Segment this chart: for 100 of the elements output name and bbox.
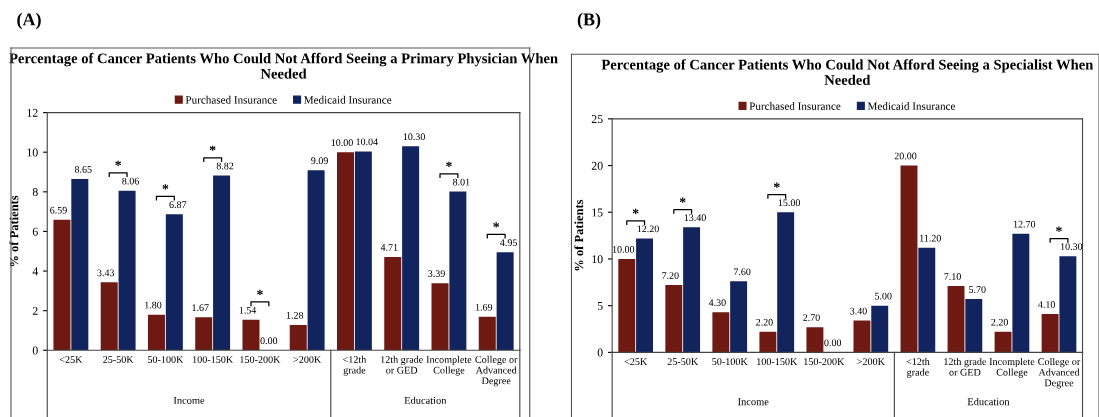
bar bbox=[53, 219, 71, 351]
data-label: 8.82 bbox=[216, 162, 234, 170]
data-label: 4.95 bbox=[500, 239, 517, 247]
x-tick-label: 50-100K bbox=[147, 356, 184, 363]
legend-label: Purchased Insurance bbox=[185, 95, 277, 104]
bar bbox=[147, 314, 165, 351]
y-tick-label: 10 bbox=[592, 255, 603, 264]
legend-label: Medicaid Insurance bbox=[867, 102, 956, 110]
data-label: 1.54 bbox=[239, 306, 257, 314]
annotation: * bbox=[1056, 226, 1062, 232]
y-tick-label: 0 bbox=[597, 348, 603, 357]
x-tick-label: College or Advanced Degree bbox=[1038, 357, 1081, 389]
data-label: 15.00 bbox=[778, 199, 800, 207]
bar bbox=[118, 190, 136, 351]
data-label: 1.28 bbox=[286, 311, 304, 319]
y-tick-label: 20 bbox=[591, 161, 603, 170]
bar bbox=[806, 327, 824, 353]
text: Education bbox=[967, 397, 1010, 406]
bar bbox=[918, 247, 936, 353]
bar bbox=[1012, 233, 1030, 353]
data-label: 8.01 bbox=[452, 178, 470, 186]
x-tick-label: 12th grade or GED bbox=[381, 355, 423, 374]
y-tick-label: 12 bbox=[27, 108, 38, 117]
bar bbox=[618, 258, 636, 353]
bar bbox=[289, 324, 307, 351]
x-tick-label: 50-100K bbox=[712, 358, 748, 366]
y-tick-label: 6 bbox=[32, 227, 38, 236]
x-tick-label: 150-200K bbox=[240, 356, 281, 363]
text: (A) bbox=[17, 12, 41, 30]
legend-label: Purchased Insurance bbox=[749, 102, 841, 110]
x-tick-label: 150-200K bbox=[804, 358, 845, 366]
bar bbox=[449, 191, 467, 351]
bar bbox=[994, 331, 1012, 353]
bar bbox=[777, 212, 795, 353]
bar bbox=[665, 285, 683, 353]
y-tick-label: 15 bbox=[592, 208, 603, 217]
x-tick-label: <12th grade bbox=[343, 355, 367, 376]
data-label: 7.10 bbox=[944, 273, 961, 280]
bar bbox=[853, 320, 871, 353]
data-label: 7.60 bbox=[734, 268, 751, 276]
x-tick-label: Incomplete College bbox=[989, 357, 1035, 378]
bar bbox=[402, 146, 420, 351]
y-tick-label: 25 bbox=[591, 115, 603, 124]
data-label: 1.67 bbox=[192, 304, 209, 312]
annotation: * bbox=[209, 145, 216, 151]
data-label: 12.20 bbox=[637, 225, 659, 233]
data-label: 1.69 bbox=[475, 303, 493, 311]
y-tick-label: 10 bbox=[27, 148, 38, 157]
bar bbox=[336, 152, 354, 351]
data-label: 8.65 bbox=[74, 166, 92, 173]
x-tick-label: Incomplete College bbox=[426, 355, 472, 376]
data-label: 8.06 bbox=[122, 177, 139, 185]
bar bbox=[871, 305, 889, 353]
legend-label: Medicaid Insurance bbox=[304, 95, 392, 104]
bar bbox=[1059, 256, 1077, 353]
bar bbox=[496, 252, 514, 351]
data-label: 4.30 bbox=[708, 299, 726, 307]
chart-title: Percentage of Cancer Patients Who Could Not Afford Seeing a Specialist When Needed bbox=[601, 59, 1094, 85]
annotation: * bbox=[632, 208, 639, 215]
data-label: 0.00 bbox=[824, 339, 842, 347]
data-label: 10.04 bbox=[356, 138, 378, 146]
annotation: * bbox=[493, 222, 500, 228]
annotation: * bbox=[115, 160, 122, 166]
data-label: 2.20 bbox=[991, 318, 1008, 326]
text: Income bbox=[173, 397, 205, 404]
data-label: 10.00 bbox=[612, 246, 635, 253]
bar bbox=[900, 165, 918, 353]
x-tick-label: >200K bbox=[293, 356, 322, 363]
bar bbox=[165, 214, 183, 351]
bar bbox=[947, 286, 965, 353]
bar bbox=[478, 316, 496, 351]
data-label: 7.20 bbox=[662, 272, 679, 279]
y-tick-label: 4 bbox=[32, 267, 39, 276]
data-label: 3.39 bbox=[428, 270, 445, 277]
data-label: 0.00 bbox=[260, 337, 278, 345]
y-axis-title: % of Patients bbox=[574, 199, 584, 271]
data-label: 4.71 bbox=[380, 244, 398, 251]
data-label: 10.30 bbox=[403, 133, 425, 141]
data-label: 5.70 bbox=[969, 286, 986, 293]
data-label: 3.43 bbox=[97, 269, 115, 277]
bar bbox=[431, 283, 449, 351]
bar bbox=[759, 331, 777, 353]
annotation: * bbox=[162, 184, 169, 190]
data-label: 4.10 bbox=[1038, 301, 1055, 308]
bar bbox=[213, 175, 231, 351]
data-label: 11.20 bbox=[920, 234, 941, 242]
x-tick-label: 25-50K bbox=[103, 356, 134, 363]
y-tick-label: 8 bbox=[32, 188, 38, 197]
data-label: 10.00 bbox=[331, 139, 353, 147]
annotation: * bbox=[679, 197, 686, 203]
annotation: * bbox=[257, 289, 263, 296]
data-label: 13.40 bbox=[684, 214, 706, 222]
bar bbox=[730, 281, 748, 353]
bar bbox=[195, 317, 213, 351]
data-label: 12.70 bbox=[1013, 220, 1036, 228]
bar bbox=[100, 282, 118, 351]
x-tick-label: 100-150K bbox=[757, 358, 798, 366]
bar bbox=[354, 151, 372, 351]
bar bbox=[384, 256, 402, 351]
bar bbox=[1041, 314, 1059, 353]
